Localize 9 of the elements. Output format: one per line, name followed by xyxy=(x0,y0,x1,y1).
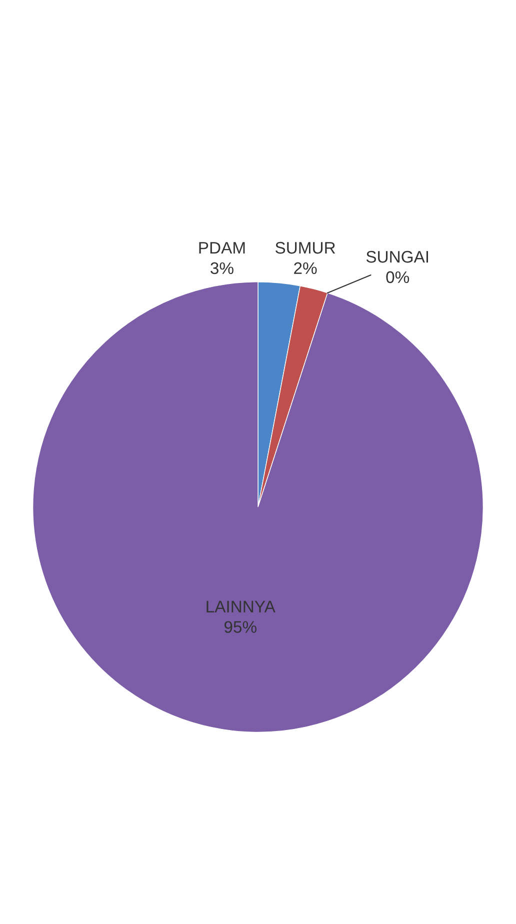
data-label: 95% xyxy=(224,621,256,633)
data-label: 3% xyxy=(210,262,234,274)
data-label: 2% xyxy=(294,262,317,274)
category-label: SUNGAI xyxy=(366,250,428,263)
slice-label: SUMUR xyxy=(275,242,336,254)
slice-label: PDAM xyxy=(199,242,245,254)
text: 0% xyxy=(386,271,410,284)
pie-slice xyxy=(32,282,484,733)
slice-label: LAINNYA xyxy=(206,600,276,612)
